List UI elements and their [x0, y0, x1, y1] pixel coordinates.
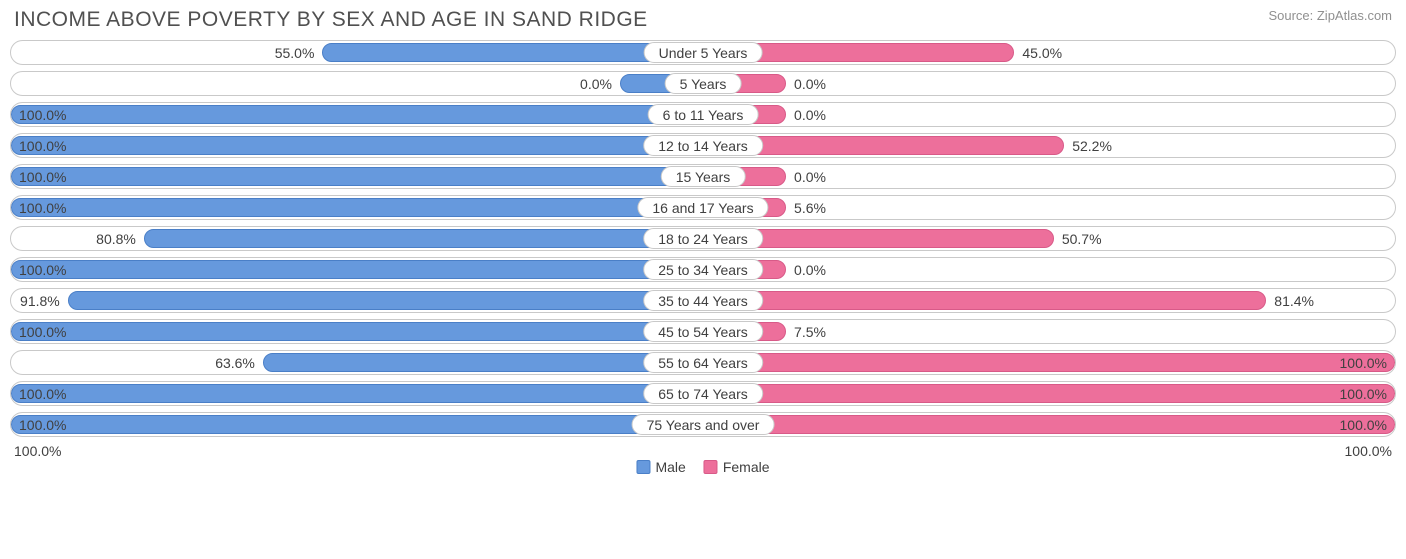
- male-bar: [11, 105, 703, 124]
- category-label: 45 to 54 Years: [643, 321, 763, 342]
- category-label: 35 to 44 Years: [643, 290, 763, 311]
- legend-male-label: Male: [655, 459, 685, 475]
- category-label: 6 to 11 Years: [648, 104, 759, 125]
- male-value-label: 100.0%: [19, 382, 66, 405]
- legend-female-label: Female: [723, 459, 770, 475]
- chart-row: 100.0% 7.5% 45 to 54 Years: [10, 319, 1396, 344]
- category-label: 75 Years and over: [632, 414, 775, 435]
- x-axis: 100.0% 100.0%: [10, 437, 1396, 459]
- female-value-label: 0.0%: [794, 165, 826, 188]
- chart-row: 100.0% 100.0% 65 to 74 Years: [10, 381, 1396, 406]
- male-value-label: 100.0%: [19, 320, 66, 343]
- female-value-label: 52.2%: [1072, 134, 1112, 157]
- chart-row: 100.0% 52.2% 12 to 14 Years: [10, 133, 1396, 158]
- female-value-label: 45.0%: [1022, 41, 1062, 64]
- category-label: 12 to 14 Years: [643, 135, 763, 156]
- female-value-label: 100.0%: [1340, 351, 1387, 374]
- chart-row: 0.0% 0.0% 5 Years: [10, 71, 1396, 96]
- male-bar: [11, 384, 703, 403]
- male-value-label: 91.8%: [20, 289, 60, 312]
- chart-row: 100.0% 0.0% 6 to 11 Years: [10, 102, 1396, 127]
- category-label: 18 to 24 Years: [643, 228, 763, 249]
- chart-row: 55.0% 45.0% Under 5 Years: [10, 40, 1396, 65]
- chart-row: 100.0% 5.6% 16 and 17 Years: [10, 195, 1396, 220]
- female-value-label: 7.5%: [794, 320, 826, 343]
- male-value-label: 100.0%: [19, 165, 66, 188]
- axis-left-label: 100.0%: [14, 443, 61, 459]
- chart-row: 80.8% 50.7% 18 to 24 Years: [10, 226, 1396, 251]
- chart-source: Source: ZipAtlas.com: [1268, 8, 1392, 23]
- axis-right-label: 100.0%: [1345, 443, 1392, 459]
- male-value-label: 0.0%: [580, 72, 612, 95]
- male-value-label: 100.0%: [19, 103, 66, 126]
- female-value-label: 0.0%: [794, 72, 826, 95]
- chart-row: 100.0% 0.0% 15 Years: [10, 164, 1396, 189]
- male-bar: [11, 136, 703, 155]
- male-value-label: 63.6%: [215, 351, 255, 374]
- category-label: Under 5 Years: [644, 42, 763, 63]
- chart-row: 100.0% 100.0% 75 Years and over: [10, 412, 1396, 437]
- chart-title: INCOME ABOVE POVERTY BY SEX AND AGE IN S…: [14, 8, 648, 32]
- legend: Male Female: [636, 459, 769, 475]
- male-value-label: 100.0%: [19, 196, 66, 219]
- female-value-label: 100.0%: [1340, 382, 1387, 405]
- male-bar: [11, 167, 703, 186]
- category-label: 25 to 34 Years: [643, 259, 763, 280]
- female-value-label: 0.0%: [794, 103, 826, 126]
- legend-item-male: Male: [636, 459, 685, 475]
- male-bar: [11, 415, 703, 434]
- female-swatch-icon: [704, 460, 718, 474]
- male-value-label: 100.0%: [19, 258, 66, 281]
- female-value-label: 100.0%: [1340, 413, 1387, 436]
- female-value-label: 50.7%: [1062, 227, 1102, 250]
- male-bar: [144, 229, 703, 248]
- male-value-label: 100.0%: [19, 413, 66, 436]
- category-label: 16 and 17 Years: [637, 197, 768, 218]
- male-value-label: 55.0%: [275, 41, 315, 64]
- male-bar: [11, 260, 703, 279]
- female-bar: [703, 415, 1395, 434]
- female-bar: [703, 384, 1395, 403]
- male-bar: [263, 353, 703, 372]
- female-bar: [703, 291, 1266, 310]
- diverging-bar-chart: INCOME ABOVE POVERTY BY SEX AND AGE IN S…: [0, 0, 1406, 471]
- female-bar: [703, 353, 1395, 372]
- chart-row: 91.8% 81.4% 35 to 44 Years: [10, 288, 1396, 313]
- female-value-label: 0.0%: [794, 258, 826, 281]
- male-bar: [11, 198, 703, 217]
- male-value-label: 80.8%: [96, 227, 136, 250]
- male-bar: [68, 291, 703, 310]
- chart-footer: 100.0% 100.0% Male Female: [10, 437, 1396, 459]
- category-label: 5 Years: [665, 73, 742, 94]
- chart-header: INCOME ABOVE POVERTY BY SEX AND AGE IN S…: [10, 8, 1396, 40]
- legend-item-female: Female: [704, 459, 770, 475]
- chart-row: 100.0% 0.0% 25 to 34 Years: [10, 257, 1396, 282]
- chart-rows: 55.0% 45.0% Under 5 Years 0.0% 0.0% 5 Years 10…: [10, 40, 1396, 437]
- male-swatch-icon: [636, 460, 650, 474]
- female-value-label: 5.6%: [794, 196, 826, 219]
- female-value-label: 81.4%: [1274, 289, 1314, 312]
- male-value-label: 100.0%: [19, 134, 66, 157]
- chart-row: 63.6% 100.0% 55 to 64 Years: [10, 350, 1396, 375]
- category-label: 65 to 74 Years: [643, 383, 763, 404]
- category-label: 55 to 64 Years: [643, 352, 763, 373]
- male-bar: [11, 322, 703, 341]
- category-label: 15 Years: [661, 166, 746, 187]
